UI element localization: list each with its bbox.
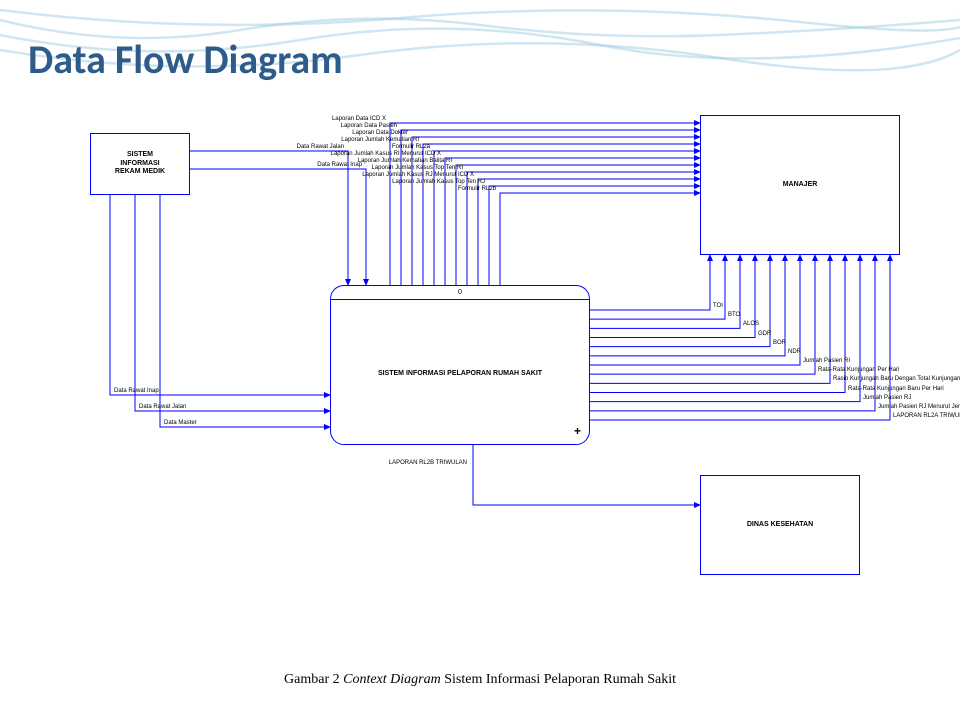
- flow-label: TOI: [713, 303, 723, 309]
- flow-label: Data Rawat Jalan: [297, 144, 344, 150]
- entity-dinas-kesehatan: DINAS KESEHATAN: [700, 475, 860, 575]
- process-expand-icon: +: [574, 424, 581, 438]
- flow-label: Jumlah Pasien RJ Menurut Jenis Pelayanan: [878, 404, 960, 410]
- entity-manajer: MANAJER: [700, 115, 900, 255]
- entity-sistem-rekam-medik: SISTEMINFORMASIREKAM MEDIK: [90, 133, 190, 195]
- flow-label: GDR: [758, 331, 771, 337]
- flow-label: Data Master: [164, 420, 197, 426]
- flow-label: Formulir RL2b: [458, 186, 496, 192]
- flow-label: Rata-Rata Kunjungan Per Hari: [818, 367, 899, 373]
- flow-label: BTO: [728, 312, 740, 318]
- flow-label: Data Rawat Jalan: [139, 404, 186, 410]
- flow-label: Laporan Jumlah Kasus RJ Menurut ICD X: [362, 172, 474, 178]
- flow-label: Laporan Data Dokter: [352, 130, 408, 136]
- slide-title: Data Flow Diagram: [28, 35, 343, 84]
- flow-label: Laporan Jumlah Kasus Top Ten RJ: [392, 179, 485, 185]
- flow-label: Jumlah Pasien RI: [803, 358, 850, 364]
- flow-label: Laporan Jumlah Kematian RI: [341, 137, 419, 143]
- flow-label: Data Rawat Inap: [317, 162, 362, 168]
- flow-label: Rata-Rata Kunjungan Baru Per Hari: [848, 386, 944, 392]
- flow-label: ALOS: [743, 321, 759, 327]
- flow-label: BOR: [773, 340, 786, 346]
- figure-caption: Gambar 2 Context Diagram Sistem Informas…: [284, 672, 676, 688]
- context-diagram: SISTEMINFORMASIREKAM MEDIK MANAJER DINAS…: [60, 115, 900, 595]
- flow-label: Laporan Jumlah Kematian Balita RI: [358, 158, 452, 164]
- process-label: SISTEM INFORMASI PELAPORAN RUMAH SAKIT: [331, 300, 589, 446]
- caption-italic: Context Diagram: [343, 672, 441, 687]
- flow-label: NDR: [788, 349, 801, 355]
- flow-label: LAPORAN RL2B TRIWULAN: [389, 460, 467, 466]
- process-sistem-pelaporan: 0 SISTEM INFORMASI PELAPORAN RUMAH SAKIT…: [330, 285, 590, 445]
- flow-label: Jumlah Pasien RJ: [863, 395, 911, 401]
- flow-label: Rasio Kunjungan Baru Dengan Total Kunjun…: [833, 376, 960, 382]
- flow-label: Laporan Data Pasien: [341, 123, 397, 129]
- flow-label: Laporan Jumlah Kasus Top Ten RI: [371, 165, 463, 171]
- flow-label: LAPORAN RL2A TRIWULAN: [893, 413, 960, 419]
- caption-suffix: Sistem Informasi Pelaporan Rumah Sakit: [441, 672, 676, 687]
- process-id: 0: [331, 286, 589, 300]
- flow-label: Data Rawat Inap: [114, 388, 159, 394]
- flow-label: Laporan Jumlah Kasus RI Menurut ICD X: [331, 151, 441, 157]
- flow-label: Formulir RL2a: [392, 144, 430, 150]
- flow-label: Laporan Data ICD X: [332, 116, 386, 122]
- caption-prefix: Gambar 2: [284, 672, 343, 687]
